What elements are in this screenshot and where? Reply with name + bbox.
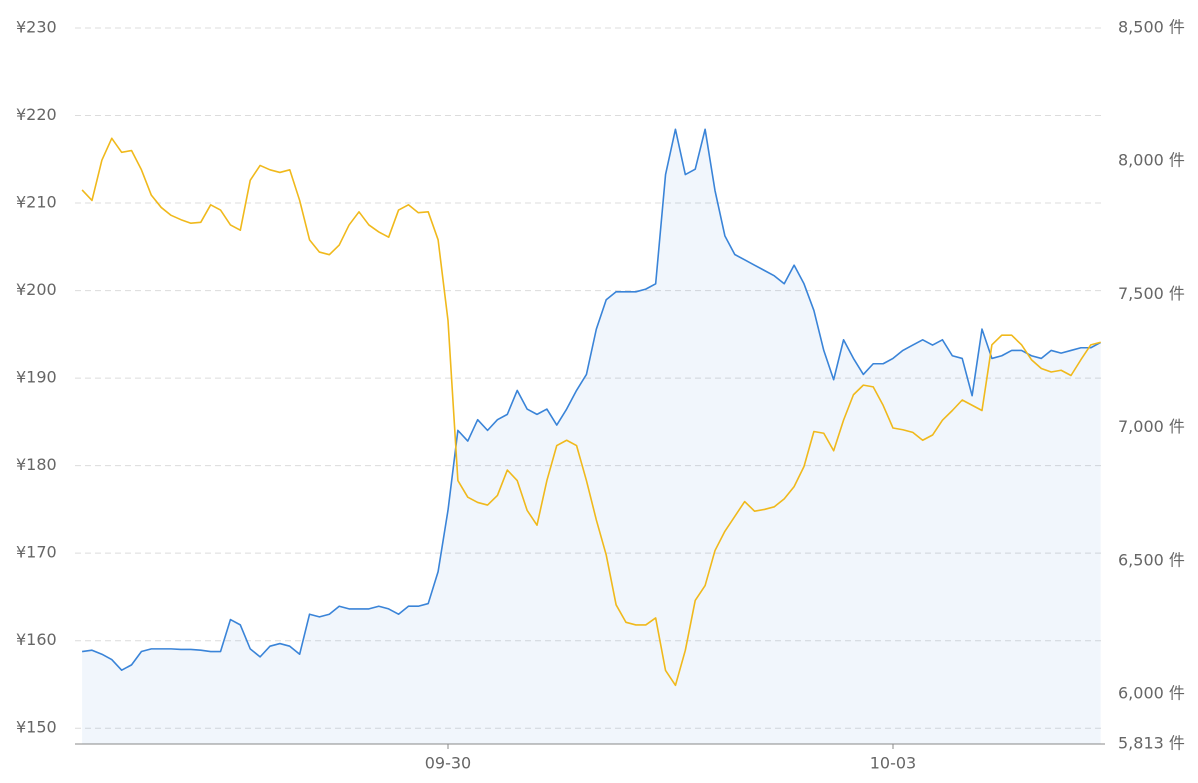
y2-tick-label: 8,500 件: [1118, 18, 1185, 37]
y-tick-label: ¥230: [16, 18, 57, 37]
x-tick-label: 09-30: [425, 754, 472, 773]
line: [81, 128, 1102, 671]
y-tick-label: ¥210: [16, 193, 57, 212]
y2-tick-label: 7,500 件: [1118, 284, 1185, 303]
y2-tick-label: 6,500 件: [1118, 550, 1185, 569]
y2-tick-label: 7,000 件: [1118, 417, 1185, 436]
y-tick-label: ¥160: [16, 630, 57, 649]
area: [82, 129, 1101, 744]
x-tick-label: 10-03: [870, 754, 917, 773]
y2-tick-label: 6,000 件: [1118, 684, 1185, 703]
line: [81, 137, 1101, 687]
y-tick-label: ¥190: [16, 368, 57, 387]
y-tick-label: ¥180: [16, 455, 57, 474]
y-tick-label: ¥220: [16, 105, 57, 124]
y2-tick-label: 8,000 件: [1118, 151, 1185, 170]
y-tick-label: ¥150: [16, 718, 57, 737]
y-tick-label: ¥170: [16, 543, 57, 562]
y-tick-label: ¥200: [16, 280, 57, 299]
y2-tick-label: 5,813 件: [1118, 734, 1185, 753]
